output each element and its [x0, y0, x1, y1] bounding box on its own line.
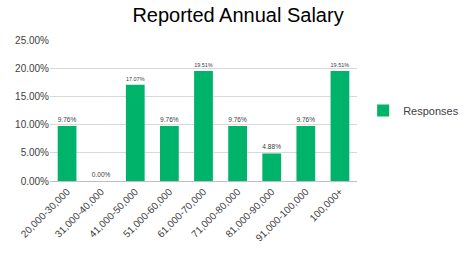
- svg-text:31,000-40,000: 31,000-40,000: [53, 186, 107, 240]
- svg-text:5.00%: 5.00%: [21, 147, 49, 158]
- svg-text:Reported Annual Salary: Reported Annual Salary: [132, 4, 343, 26]
- svg-text:71,000-80,000: 71,000-80,000: [189, 186, 243, 240]
- svg-text:9.76%: 9.76%: [228, 116, 247, 123]
- svg-text:100,000+: 100,000+: [307, 186, 345, 224]
- svg-text:9.76%: 9.76%: [160, 116, 179, 123]
- svg-text:15.00%: 15.00%: [15, 91, 49, 102]
- svg-text:0.00%: 0.00%: [92, 171, 111, 178]
- svg-text:25.00%: 25.00%: [15, 35, 49, 46]
- svg-text:9.76%: 9.76%: [58, 116, 77, 123]
- svg-text:61,000-70,000: 61,000-70,000: [155, 186, 209, 240]
- svg-text:51,000-60,000: 51,000-60,000: [121, 186, 175, 240]
- svg-text:81,000-90,000: 81,000-90,000: [223, 186, 277, 240]
- svg-text:20,000-30,000: 20,000-30,000: [19, 186, 73, 240]
- svg-text:9.76%: 9.76%: [296, 116, 315, 123]
- svg-text:19.51%: 19.51%: [331, 62, 350, 68]
- svg-text:20.00%: 20.00%: [15, 63, 49, 74]
- svg-text:91,000-100,000: 91,000-100,000: [253, 186, 311, 244]
- svg-text:17.07%: 17.07%: [126, 76, 145, 82]
- svg-text:19.51%: 19.51%: [194, 62, 213, 68]
- svg-text:41,000-50,000: 41,000-50,000: [87, 186, 141, 240]
- svg-text:Responses: Responses: [403, 105, 459, 117]
- svg-text:4.88%: 4.88%: [262, 143, 281, 150]
- svg-text:10.00%: 10.00%: [15, 119, 49, 130]
- svg-text:0.00%: 0.00%: [21, 176, 49, 187]
